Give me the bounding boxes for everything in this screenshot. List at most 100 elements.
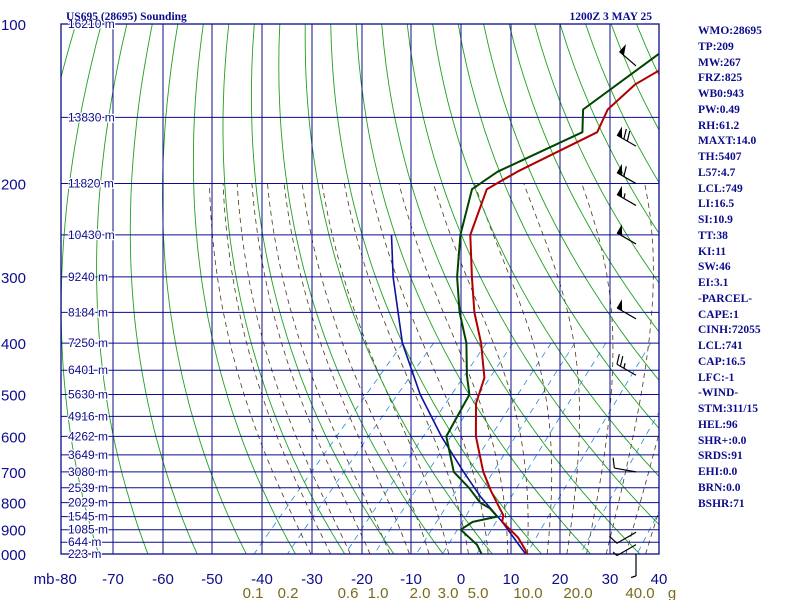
wind-barb-flag (616, 299, 623, 311)
stat-line: EHI:0.0 (698, 466, 738, 478)
pressure-tick-label: 800 (1, 496, 26, 513)
stat-line: KI:11 (698, 245, 727, 258)
height-label: 9240 m (68, 270, 108, 284)
mixing-ratio-line (344, 342, 487, 554)
moist-adiabat-line (209, 183, 312, 554)
wind-barb-staff (616, 172, 637, 185)
pressure-tick-label: 700 (1, 465, 26, 482)
wind-barb-staff (616, 232, 637, 245)
stat-line: CAP:16.5 (698, 355, 746, 368)
temperature-tick-label: -40 (251, 571, 273, 588)
pressure-tick-label: 400 (1, 336, 26, 353)
dewpoint-line (445, 52, 659, 554)
stat-line: HEL:96 (698, 418, 738, 431)
stat-line: PW:0.49 (698, 103, 740, 116)
pressure-tick-label: 500 (1, 387, 26, 404)
pressure-tick-label: 300 (1, 270, 26, 287)
wind-barb (619, 44, 637, 67)
wind-barb-staff (616, 134, 637, 147)
wind-barb-full (612, 457, 615, 469)
stat-line: BRN:0.0 (698, 481, 741, 494)
wind-barb-full (623, 128, 627, 140)
height-label: 4916 m (68, 409, 108, 423)
stat-line: TH:5407 (698, 151, 742, 163)
temperature-tick-label: 30 (602, 571, 619, 588)
temperature-tick-label: -30 (301, 571, 323, 588)
stat-line: TT:38 (698, 229, 728, 242)
height-label: 16210 m (68, 17, 115, 31)
height-label: 13830 m (68, 110, 115, 124)
stat-line: L57:4.7 (698, 166, 736, 179)
wind-barb (616, 163, 637, 185)
wind-barb-half (630, 575, 637, 579)
mixing-ratio-line (253, 342, 404, 554)
height-label: 2029 m (68, 496, 108, 510)
moist-adiabat-line (625, 431, 659, 554)
dry-adiabat-line (162, 24, 247, 554)
temperature-tick-label: -80 (55, 571, 77, 588)
height-label: 3080 m (68, 465, 108, 479)
wind-barb-staff (614, 467, 637, 473)
wind-barb-flag (616, 163, 623, 176)
mixing-ratio-unit-label: g (668, 585, 676, 600)
moist-adiabat-line (433, 183, 529, 554)
mixing-ratio-label: 0.6 (338, 585, 359, 600)
mixing-ratio-line (579, 411, 659, 554)
stat-line: LCL:749 (698, 182, 743, 195)
stat-line: LCL:741 (698, 340, 743, 352)
wind-barb-full (608, 535, 618, 544)
mixing-ratio-line (373, 342, 514, 554)
mixing-ratio-line (442, 342, 576, 554)
temperature-tick-label: -50 (201, 571, 223, 588)
height-label: 11820 m (68, 177, 114, 191)
height-label: 1085 m (68, 523, 108, 537)
dry-adiabat-line (278, 24, 444, 554)
temperature-tick-label: -10 (400, 571, 422, 588)
wind-barb-flag (616, 185, 623, 198)
mixing-ratio-line (526, 342, 652, 554)
stat-line: FRZ:825 (698, 72, 743, 85)
mixing-ratio-label: 1.0 (368, 585, 389, 600)
mixing-ratio-label: 0.1 (243, 585, 264, 600)
wind-barb (630, 554, 637, 579)
pressure-tick-label: 200 (1, 177, 26, 194)
dry-adiabat-line (222, 24, 346, 554)
wind-barb (608, 531, 637, 544)
moist-adiabat-line (321, 183, 450, 554)
pressure-tick-label: 1000 (0, 547, 26, 564)
pressure-tick-label: 600 (1, 429, 26, 446)
stat-line: TP:209 (698, 40, 734, 53)
moist-adiabat-line (301, 183, 430, 554)
dry-adiabat-line (129, 24, 198, 554)
stat-line: EI:3.1 (698, 277, 729, 289)
mixing-ratio-label: 20.0 (563, 585, 592, 600)
height-label: 7250 m (68, 336, 108, 350)
stat-line: RH:61.2 (698, 119, 740, 132)
pressure-unit-label: mb (34, 571, 55, 588)
height-label: 8184 m (68, 305, 108, 319)
wind-barb (616, 299, 637, 320)
mixing-ratio-label: 5.0 (468, 585, 489, 600)
mixing-ratio-label: 3.0 (438, 585, 459, 600)
parcel-path-line (390, 234, 527, 554)
stat-line: -PARCEL- (698, 292, 753, 305)
moist-adiabat-line (267, 183, 391, 554)
moist-adiabat-line (222, 183, 332, 554)
station-title: US695 (28695) Sounding (66, 11, 187, 23)
temperature-tick-label: 20 (552, 571, 569, 588)
temperature-tick-label: -20 (351, 571, 373, 588)
wind-barb (612, 544, 637, 557)
wind-barb (612, 457, 637, 473)
height-label: 1545 m (68, 510, 108, 524)
wind-barb-flag (616, 126, 623, 139)
height-label: 10430 m (68, 228, 115, 242)
wind-barb-flag (616, 224, 623, 236)
wind-barb-full (619, 355, 624, 367)
wind-barb-flag (619, 44, 626, 56)
indices-panel: WMO:28695 TP:209 MW:267 FRZ:825 WB0:943 PW:0.… (698, 24, 798, 512)
wind-barb-half (623, 363, 626, 369)
plot-frame (60, 23, 660, 555)
stat-line: MAXT:14.0 (698, 135, 757, 148)
mixing-ratio-label: 10.0 (513, 585, 542, 600)
stat-line: LI:16.5 (698, 198, 735, 211)
